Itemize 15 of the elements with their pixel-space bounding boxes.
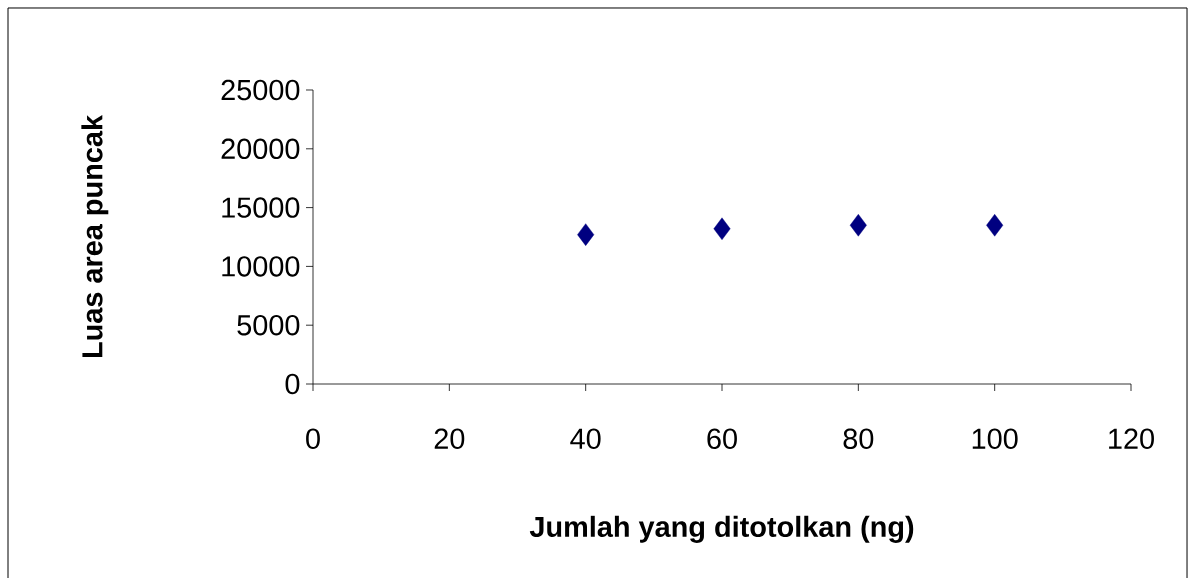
- y-axis-title: Luas area puncak: [81, 114, 109, 358]
- x-tick-label: 0: [306, 428, 320, 449]
- x-axis-title: Jumlah yang ditotolkan (ng): [529, 515, 914, 543]
- y-tick-label: 20000: [221, 138, 300, 160]
- y-tick-label: 0: [285, 373, 300, 395]
- x-tick-label: 100: [972, 428, 1018, 449]
- y-tick-label: 15000: [222, 197, 300, 218]
- y-tick-label: 25000: [221, 79, 300, 101]
- y-tick-label: 5000: [237, 314, 300, 336]
- x-tick-label: 40: [570, 428, 601, 449]
- y-tick-label: 10000: [222, 256, 300, 277]
- x-tick-label: 60: [707, 428, 737, 449]
- x-tick-label: 20: [434, 428, 465, 449]
- x-tick-label: 120: [1109, 428, 1154, 449]
- x-tick-label: 80: [843, 428, 874, 449]
